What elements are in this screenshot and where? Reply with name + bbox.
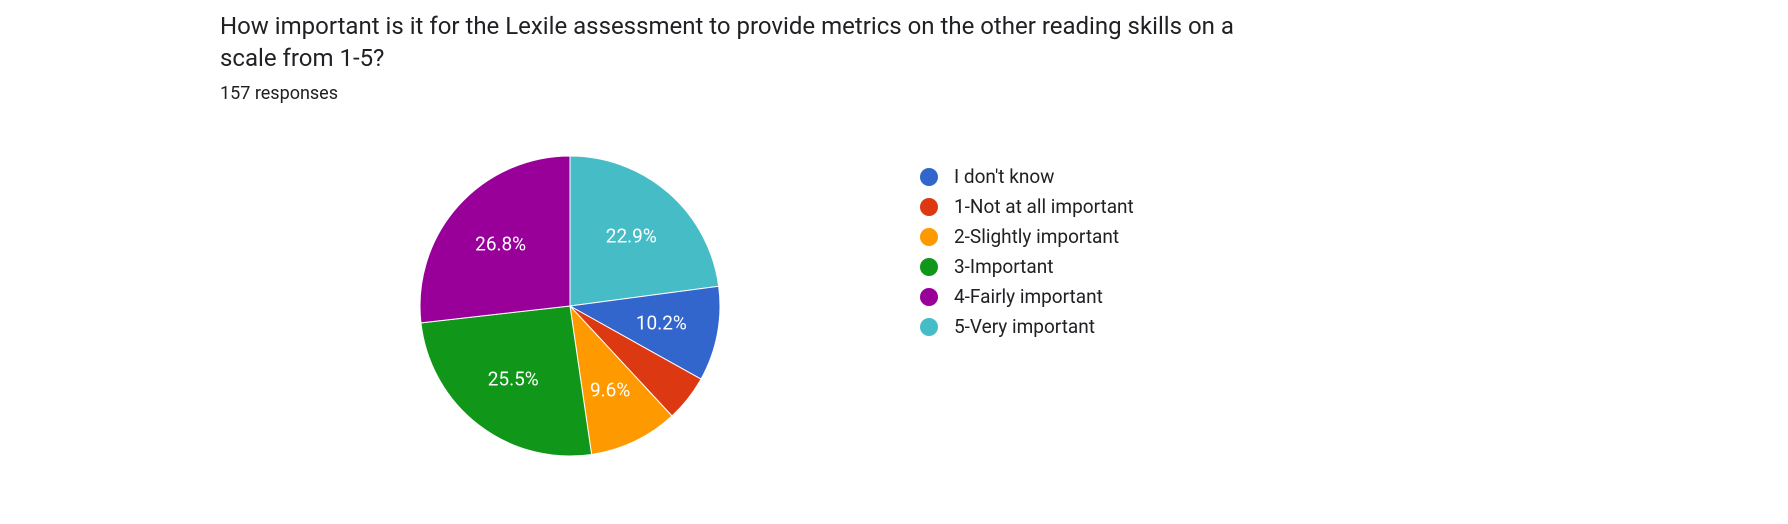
legend-swatch <box>920 258 938 276</box>
legend-item[interactable]: I don't know <box>920 162 1134 192</box>
legend-label: 5-Very important <box>954 315 1095 338</box>
pie-slice-label-important: 25.5% <box>488 368 539 391</box>
chart-card: How important is it for the Lexile asses… <box>220 10 1560 456</box>
response-count: 157 responses <box>220 83 1560 104</box>
pie-slice-label-dont_know: 10.2% <box>636 312 687 335</box>
legend-label: I don't know <box>954 165 1054 188</box>
legend-swatch <box>920 198 938 216</box>
pie-chart: 22.9% 10.2% 9.6% 25.5% 26.8% <box>420 156 720 456</box>
legend-label: 3-Important <box>954 255 1053 278</box>
legend-item[interactable]: 3-Important <box>920 252 1134 282</box>
legend-item[interactable]: 5-Very important <box>920 312 1134 342</box>
pie-slice-label-fairly_important: 26.8% <box>475 232 526 255</box>
legend-label: 4-Fairly important <box>954 285 1103 308</box>
legend-swatch <box>920 228 938 246</box>
legend-item[interactable]: 1-Not at all important <box>920 192 1134 222</box>
legend-swatch <box>920 318 938 336</box>
question-title: How important is it for the Lexile asses… <box>220 10 1270 75</box>
legend-item[interactable]: 2-Slightly important <box>920 222 1134 252</box>
legend-label: 2-Slightly important <box>954 225 1119 248</box>
legend-swatch <box>920 168 938 186</box>
chart-row: 22.9% 10.2% 9.6% 25.5% 26.8% I don't know 1-N… <box>220 156 1560 456</box>
legend-swatch <box>920 288 938 306</box>
pie-slice-label-very_important: 22.9% <box>606 224 657 247</box>
legend-label: 1-Not at all important <box>954 195 1134 218</box>
pie-slice-label-slightly: 9.6% <box>590 378 630 401</box>
legend: I don't know 1-Not at all important 2-Slig… <box>920 162 1134 342</box>
legend-item[interactable]: 4-Fairly important <box>920 282 1134 312</box>
